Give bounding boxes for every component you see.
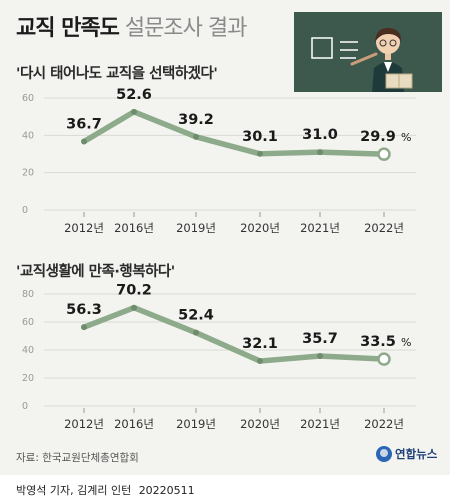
chart1-title: '다시 태어나도 교직을 선택하겠다' xyxy=(16,66,218,82)
c1-data-point xyxy=(377,147,391,161)
c1-value-label: 30.1 xyxy=(242,129,278,145)
c1-ytick-label: 60 xyxy=(22,93,34,104)
credit-date: 20220511 xyxy=(138,484,195,497)
teacher-chalkboard-illustration xyxy=(294,12,442,92)
c1-xtick-label: 2020년 xyxy=(240,221,280,235)
c1-data-point xyxy=(131,108,137,115)
c2-data-point xyxy=(257,358,263,365)
c2-series-line xyxy=(81,304,387,364)
c1-value-label: 39.2 xyxy=(178,112,214,128)
c1-data-point xyxy=(317,149,323,156)
c1-value-label: 36.7 xyxy=(66,116,102,132)
c2-ytick-label: 0 xyxy=(22,401,28,412)
credit-line: 박영석 기자, 김계리 인턴 20220511 xyxy=(16,482,195,498)
c2-data-point xyxy=(81,324,87,331)
c1-xtick-label: 2016년 xyxy=(114,221,154,235)
infographic-card: 교직 만족도 설문조사 결과 '다시 태어나도 교직을 선택하겠다' 60 40 20… xyxy=(0,0,450,475)
c2-ytick-label: 20 xyxy=(22,373,34,384)
c1-ytick-label: 40 xyxy=(22,130,34,141)
c1-ytick-label: 20 xyxy=(22,168,34,179)
c1-data-point xyxy=(257,150,263,157)
c2-xtick-label: 2022년 xyxy=(364,417,404,431)
chart-job-satisfaction: 80 60 40 20 0 2012년 2016년 2019년 2020년 2021년 2022년 5… xyxy=(22,283,416,431)
c2-value-label: 32.1 xyxy=(242,336,278,352)
c1-value-label: 31.0 xyxy=(302,127,338,143)
chart2-title: '교직생활에 만족·행복하다' xyxy=(16,264,175,280)
c1-xtick-label: 2022년 xyxy=(364,221,404,235)
c2-xtick-label: 2021년 xyxy=(300,417,340,431)
c2-data-point xyxy=(377,352,391,366)
c2-ytick-label: 60 xyxy=(22,317,34,328)
c2-xtick-label: 2019년 xyxy=(176,417,216,431)
c1-data-point xyxy=(81,138,87,145)
c2-value-label: 33.5 xyxy=(360,334,396,350)
c2-unit-label: % xyxy=(401,336,411,349)
c2-value-label: 70.2 xyxy=(116,283,152,299)
c1-xtick-label: 2021년 xyxy=(300,221,340,235)
title-sub: 설문조사 결과 xyxy=(124,16,247,41)
c1-ytick-label: 0 xyxy=(22,205,28,216)
c1-xtick-label: 2019년 xyxy=(176,221,216,235)
credit-authors: 박영석 기자, 김계리 인턴 xyxy=(16,484,132,497)
c1-value-label: 52.6 xyxy=(116,87,152,103)
source-note: 자료: 한국교원단체총연합회 xyxy=(16,452,139,464)
logo-text: 연합뉴스 xyxy=(395,447,438,461)
chart-rechoose-teaching: 60 40 20 0 2012년 2016년 2019년 2020년 2021년 2022년 36.… xyxy=(22,87,416,235)
title-main: 교직 만족도 xyxy=(16,16,120,41)
c2-xtick-label: 2012년 xyxy=(64,417,104,431)
c2-value-label: 56.3 xyxy=(66,302,102,318)
c2-value-label: 52.4 xyxy=(178,308,214,324)
page-title: 교직 만족도 설문조사 결과 xyxy=(16,14,247,44)
c1-xtick-label: 2012년 xyxy=(64,221,104,235)
c1-series-line xyxy=(81,109,387,157)
c1-data-point xyxy=(193,133,199,140)
c2-value-label: 35.7 xyxy=(302,331,338,347)
c1-value-label: 29.9 xyxy=(360,129,396,145)
yonhap-logo: 연합뉴스 xyxy=(376,446,437,462)
c2-ytick-label: 80 xyxy=(22,289,34,300)
logo-icon xyxy=(376,446,392,462)
c2-data-point xyxy=(193,329,199,336)
c2-xtick-label: 2016년 xyxy=(114,417,154,431)
c2-xtick-label: 2020년 xyxy=(240,417,280,431)
c2-data-point xyxy=(131,304,137,311)
c2-data-point xyxy=(317,353,323,360)
c1-unit-label: % xyxy=(401,131,411,144)
c2-ytick-label: 40 xyxy=(22,345,34,356)
